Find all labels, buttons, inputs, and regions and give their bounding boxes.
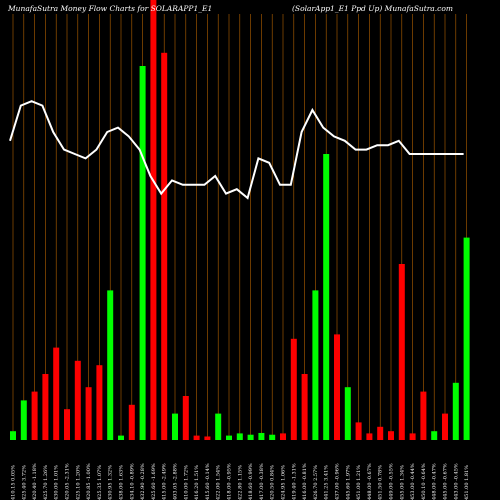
money-flow-bar: [226, 435, 232, 440]
x-tick-label: 422.00 1.54%: [216, 465, 222, 500]
x-tick-label: 448.00 -0.47%: [432, 463, 438, 500]
money-flow-bar: [161, 52, 168, 441]
x-tick-label: 415.00 -2.49%: [162, 463, 168, 500]
money-flow-bar: [344, 387, 351, 440]
x-tick-label: 430.00 1.01%: [54, 465, 60, 500]
money-flow-bar: [280, 433, 286, 440]
x-tick-label: 425.10 1.20%: [75, 465, 81, 500]
x-tick-label: 437.00 -0.96%: [335, 463, 341, 500]
x-tick-label: 445.00 -0.67%: [443, 463, 449, 500]
money-flow-bar: [172, 413, 178, 440]
money-flow-bar: [398, 264, 405, 440]
money-flow-bar: [388, 431, 394, 440]
price-line-layer: [9, 100, 464, 200]
money-flow-bar: [42, 374, 49, 440]
money-flow-bar: [193, 435, 200, 440]
money-flow-bar: [236, 433, 243, 440]
x-tick-label: 420.05 -2.31%: [65, 463, 71, 500]
x-tick-label: 425.35 1.07%: [97, 465, 103, 500]
money-flow-bar: [247, 434, 254, 440]
x-tick-label: 430.95 1.32%: [108, 465, 114, 500]
x-tick-label: 451.00 1.21%: [356, 465, 362, 500]
money-flow-bar: [355, 422, 362, 440]
x-tick-label: 419.40 -1.31%: [291, 463, 297, 500]
x-tick-label: 420.85 -1.00%: [86, 463, 92, 500]
money-flow-bar: [96, 365, 103, 440]
x-tick-label: 420.50 0.84%: [270, 465, 276, 500]
money-flow-bar: [53, 347, 60, 440]
x-tick-label: 451.50 0.78%: [378, 465, 384, 500]
money-flow-bar: [74, 360, 81, 440]
x-tick-label: 416.20 1.51%: [194, 465, 200, 500]
x-tick-label: 410.00 1.72%: [183, 465, 189, 500]
chart-header-left: MunafaSutra Money Flow Charts for SOLARA…: [7, 4, 212, 13]
x-tick-label: 443.00 -0.45%: [453, 463, 459, 500]
x-tick-label: 455.00 1.34%: [399, 465, 405, 500]
money-flow-bar: [366, 433, 373, 440]
money-flow-bar: [420, 391, 427, 440]
money-flow-bar: [301, 374, 308, 440]
money-flow-bar: [269, 434, 276, 440]
money-flow-bar: [20, 400, 27, 440]
x-tick-label: 438.00 1.63%: [119, 465, 125, 500]
money-flow-bar: [431, 431, 438, 440]
price-line: [9, 100, 464, 200]
x-tick-label: 445.60 1.97%: [345, 465, 351, 500]
x-tick-label: 449.00 -0.55%: [389, 463, 395, 500]
x-tick-label: 422.80 1.15%: [237, 465, 243, 500]
money-flow-bar: [215, 413, 222, 440]
x-tick-label: 417.00 -0.38%: [259, 463, 265, 500]
x-tick-label: 410.15 0.05%: [11, 465, 17, 500]
money-flow-bar: [442, 413, 448, 440]
money-flow-bar: [290, 338, 297, 440]
x-tick-label: 403.05 -2.88%: [173, 463, 179, 500]
x-tick-label: 448.00 -0.67%: [367, 463, 373, 500]
money-flow-bar: [452, 382, 459, 440]
x-tick-label: 418.60 -0.99%: [248, 463, 254, 500]
x-tick-label: 450.10 -0.64%: [421, 463, 427, 500]
x-tick-label: 415.60 -0.14%: [205, 463, 211, 500]
money-flow-bar: [204, 436, 211, 440]
money-flow-bar: [463, 237, 470, 440]
x-tick-label: 420.40 -1.18%: [32, 463, 38, 500]
x-tick-label: 432.90 -0.28%: [140, 463, 146, 500]
money-flow-bars: [10, 0, 470, 441]
money-flow-bar: [182, 396, 189, 440]
x-tick-label: 451.00 1.81%: [464, 465, 470, 500]
x-tick-label: 441.25 3.41%: [324, 465, 330, 500]
money-flow-bar: [139, 66, 146, 440]
money-flow-bar: [10, 431, 16, 440]
x-tick-label: 425.60 -1.69%: [151, 463, 157, 500]
x-tick-label: 418.00 -0.95%: [227, 463, 233, 500]
money-flow-bar: [334, 334, 340, 440]
x-tick-label: 425.40 3.72%: [21, 465, 27, 500]
money-flow-bar: [107, 290, 114, 440]
money-flow-bar: [128, 404, 135, 440]
money-flow-bar: [258, 432, 265, 440]
money-flow-bar: [150, 0, 157, 440]
money-flow-bar: [31, 391, 38, 440]
x-tick-label: 426.70 2.57%: [313, 465, 319, 500]
x-tick-label: 416.00 -0.81%: [302, 463, 308, 500]
money-flow-bar: [409, 433, 416, 440]
x-tick-label: 425.70 1.26%: [43, 465, 49, 500]
money-flow-bar: [312, 290, 319, 440]
money-flow-bar: [85, 387, 92, 440]
money-flow-bar: [323, 154, 330, 440]
chart-header-right: (SolarApp1_E1 Ppd Up) MunafaSutra.com: [292, 4, 453, 13]
x-tick-label: 453.00 -0.44%: [410, 463, 416, 500]
money-flow-bar: [64, 409, 70, 440]
x-tick-label: 424.95 1.06%: [281, 465, 287, 500]
vertical-gridlines: [12, 14, 467, 440]
money-flow-bar: [118, 435, 124, 440]
x-axis-labels: 410.15 0.05% 425.40 3.72% 420.40 -1.18% 425…: [11, 463, 471, 500]
x-tick-label: 434.10 -0.89%: [129, 463, 135, 500]
money-flow-bar: [377, 426, 384, 440]
